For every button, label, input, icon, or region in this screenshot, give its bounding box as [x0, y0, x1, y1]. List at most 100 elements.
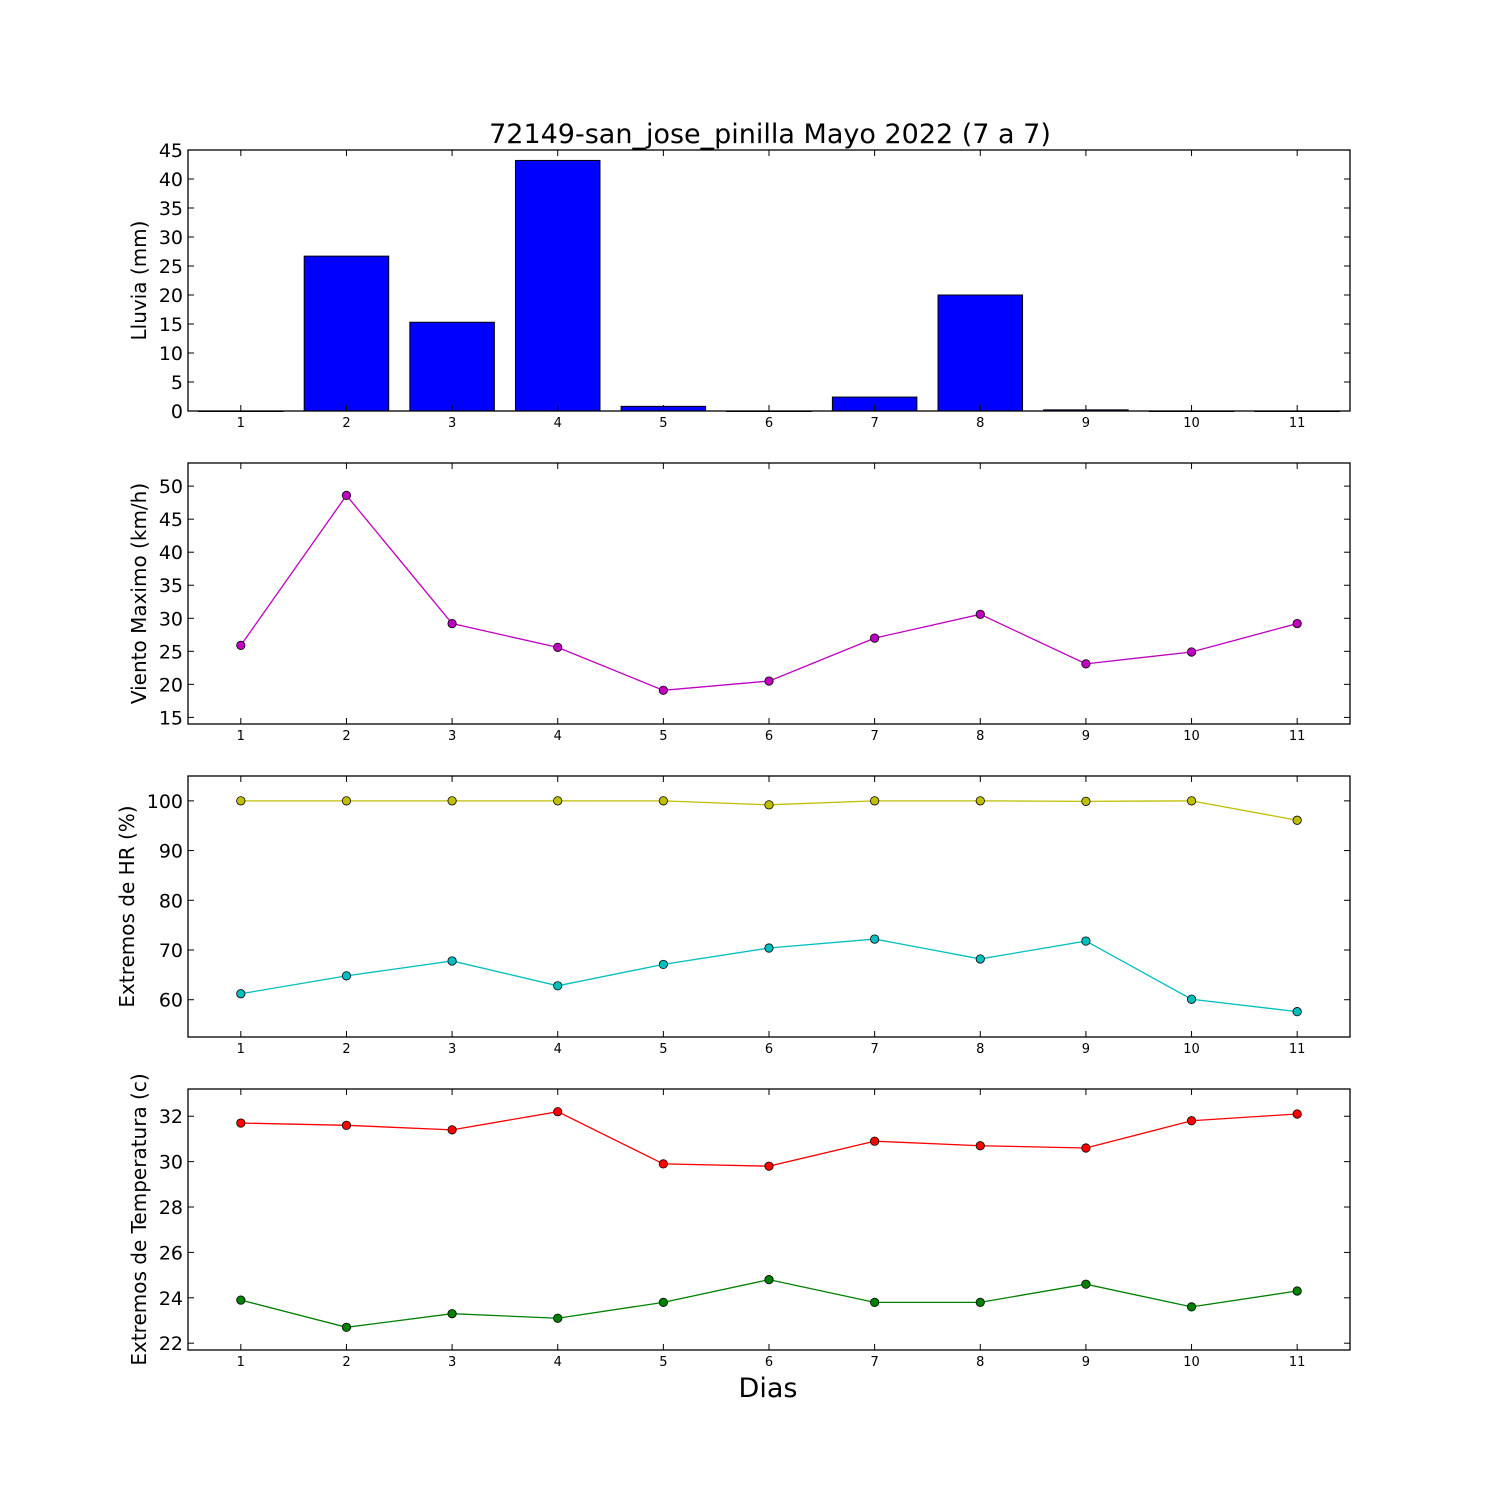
- figure-title: 72149-san_jose_pinilla Mayo 2022 (7 a 7): [489, 119, 1051, 150]
- x-tick-label: 3: [448, 729, 456, 744]
- series-2-point-day-6: [764, 943, 774, 953]
- x-tick-label: 6: [765, 1042, 773, 1057]
- y-tick-label: 35: [159, 575, 183, 597]
- series-1-point-day-10: [1186, 1116, 1197, 1126]
- x-tick-label: 7: [870, 1042, 878, 1057]
- x-tick-label: 6: [765, 729, 773, 744]
- x-tick-label: 10: [1183, 416, 1200, 431]
- y-axis-label: Extremos de Temperatura (c): [127, 1073, 151, 1365]
- series-2-point-day-3: [447, 1309, 457, 1319]
- series-1-point-day-6: [764, 676, 774, 686]
- series-1-point-day-4: [553, 642, 563, 652]
- x-tick-label: 5: [659, 1355, 667, 1370]
- series-2-point-day-7: [870, 1297, 880, 1307]
- series-2-point-day-2: [341, 1322, 352, 1332]
- panel-4: 22 24 26 28 30 32 1 2 3 4 5 6 7 8 9 10 11 Extremos de Tem…: [127, 1073, 1351, 1370]
- series-2-point-day-7: [870, 934, 880, 944]
- x-tick-label: 10: [1183, 1355, 1200, 1370]
- series-1-point-day-1: [236, 640, 246, 650]
- series-1-point-day-7: [870, 633, 880, 643]
- y-tick-label: 100: [147, 791, 183, 813]
- series-1-point-day-7: [870, 1136, 880, 1146]
- series-2-point-day-9: [1081, 1279, 1091, 1289]
- y-tick-label: 26: [159, 1242, 183, 1264]
- series-1-point-day-2: [341, 490, 352, 500]
- series-2-point-day-11: [1292, 1286, 1302, 1296]
- x-tick-label: 7: [870, 416, 878, 431]
- series-1-point-day-8: [975, 1141, 985, 1151]
- series-1-point-day-2: [341, 1120, 352, 1130]
- series-1-point-day-11: [1292, 618, 1302, 629]
- bar-day-4: [514, 159, 601, 412]
- series-1-point-day-1: [236, 1118, 246, 1128]
- series-1-point-day-3: [447, 1125, 457, 1135]
- series-1-point-day-7: [870, 796, 880, 806]
- y-tick-label: 25: [159, 641, 183, 663]
- y-tick-label: 30: [159, 1152, 183, 1174]
- series-2-point-day-10: [1186, 1302, 1197, 1312]
- y-tick-label: 45: [159, 140, 183, 162]
- y-tick-label: 50: [159, 476, 183, 498]
- series-1-point-day-9: [1081, 659, 1091, 669]
- series-1-point-day-6: [764, 800, 774, 810]
- series-1-point-day-11: [1292, 815, 1302, 825]
- y-tick-label: 32: [159, 1106, 183, 1128]
- x-tick-label: 6: [765, 1355, 773, 1370]
- x-tick-label: 9: [1082, 1355, 1090, 1370]
- panel-3: 60 70 80 90 100 1 2 3 4 5 6 7 8 9 10 11 Extremos de HR (…: [115, 775, 1351, 1057]
- y-tick-label: 25: [159, 256, 183, 278]
- series-1-point-day-9: [1081, 1143, 1091, 1153]
- y-tick-label: 45: [159, 509, 183, 531]
- bar-day-3: [409, 321, 495, 412]
- series-1-point-day-10: [1186, 647, 1197, 657]
- x-tick-label: 5: [659, 1042, 667, 1057]
- x-tick-label: 1: [237, 416, 245, 431]
- x-tick-label: 2: [342, 1042, 350, 1057]
- y-tick-label: 28: [159, 1197, 183, 1219]
- x-tick-label: 7: [870, 1355, 878, 1370]
- y-tick-label: 20: [159, 674, 183, 696]
- x-tick-label: 3: [448, 1355, 456, 1370]
- series-1-point-day-5: [658, 796, 668, 806]
- y-tick-label: 15: [159, 707, 183, 729]
- x-tick-label: 2: [342, 1355, 350, 1370]
- series-1-point-day-2: [341, 796, 352, 806]
- series-1-point-day-3: [447, 796, 457, 806]
- x-tick-label: 11: [1289, 1042, 1306, 1057]
- x-tick-label: 1: [237, 729, 245, 744]
- series-2-point-day-9: [1081, 936, 1091, 946]
- y-tick-label: 40: [159, 542, 183, 564]
- series-2-point-day-4: [553, 1313, 563, 1323]
- series-2-point-day-5: [658, 959, 668, 970]
- series-1-point-day-11: [1292, 1109, 1302, 1119]
- y-tick-label: 35: [159, 198, 183, 220]
- series-2-point-day-11: [1292, 1007, 1302, 1017]
- y-tick-label: 22: [159, 1333, 183, 1355]
- x-tick-label: 8: [976, 729, 984, 744]
- x-tick-label: 4: [554, 1355, 562, 1370]
- x-tick-label: 9: [1082, 1042, 1090, 1057]
- bar-day-8: [937, 294, 1024, 412]
- series-2-point-day-2: [341, 971, 352, 981]
- series-2-point-day-8: [975, 1297, 985, 1307]
- y-tick-label: 10: [159, 343, 183, 365]
- series-2-point-day-5: [658, 1297, 668, 1307]
- series-2-point-day-1: [236, 989, 246, 999]
- series-2-point-day-8: [975, 954, 985, 964]
- x-tick-label: 9: [1082, 416, 1090, 431]
- series-1-point-day-4: [553, 1107, 563, 1117]
- y-tick-label: 70: [159, 940, 183, 962]
- x-tick-label: 11: [1289, 416, 1306, 431]
- y-tick-label: 90: [159, 841, 183, 863]
- x-tick-label: 8: [976, 1042, 984, 1057]
- bar-day-2: [303, 255, 390, 412]
- x-tick-label: 10: [1183, 729, 1200, 744]
- series-1-point-day-8: [975, 796, 985, 806]
- series-1-point-day-8: [975, 609, 985, 619]
- x-tick-label: 11: [1289, 1355, 1306, 1370]
